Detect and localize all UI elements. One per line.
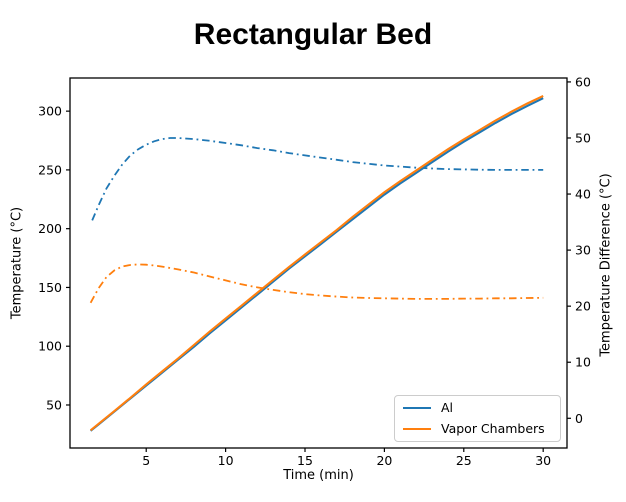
legend-label-al: Al xyxy=(441,399,454,415)
vapor-chambers-temperature-line xyxy=(89,94,544,432)
y-axis-left-label: Temperature (°C) xyxy=(9,206,25,320)
y-left-tick-label: 50 xyxy=(46,397,62,412)
x-tick-label: 5 xyxy=(142,453,150,468)
vapor-chambers-line-swatch xyxy=(403,428,431,430)
al-temperature-line xyxy=(89,97,544,432)
y-left-tick-label: 100 xyxy=(38,339,62,354)
legend-label-vapor-chambers: Vapor Chambers xyxy=(441,420,545,436)
chart-title: Rectangular Bed xyxy=(193,18,433,51)
legend-item-vapor-chambers: Vapor Chambers xyxy=(403,421,552,437)
y-right-tick-label: 30 xyxy=(575,243,591,258)
x-tick-label: 25 xyxy=(456,453,472,468)
y-left-tick-label: 150 xyxy=(38,280,62,295)
y-right-tick-label: 50 xyxy=(575,130,591,145)
y-left-tick-label: 250 xyxy=(38,162,62,177)
vapor-chambers-temperature-difference-line xyxy=(89,263,544,304)
al-line-swatch xyxy=(403,407,431,409)
legend-item-al: Al xyxy=(403,400,552,416)
y-right-tick-label: 60 xyxy=(575,74,591,89)
y-right-tick-label: 0 xyxy=(575,411,583,426)
x-tick-label: 20 xyxy=(376,453,392,468)
x-tick-label: 15 xyxy=(297,453,313,468)
plot-frame xyxy=(69,77,568,449)
al-temperature-difference-line xyxy=(91,137,544,221)
y-left-tick-label: 300 xyxy=(38,104,62,119)
y-right-tick-label: 20 xyxy=(575,299,591,314)
legend: Al Vapor Chambers xyxy=(394,395,561,442)
x-tick-label: 30 xyxy=(535,453,551,468)
x-tick-label: 10 xyxy=(218,453,234,468)
y-axis-right-label: Temperature Difference (°C) xyxy=(598,173,614,357)
x-axis-label: Time (min) xyxy=(283,468,354,483)
y-left-tick-label: 200 xyxy=(38,221,62,236)
y-right-tick-label: 10 xyxy=(575,355,591,370)
y-right-tick-label: 40 xyxy=(575,187,591,202)
